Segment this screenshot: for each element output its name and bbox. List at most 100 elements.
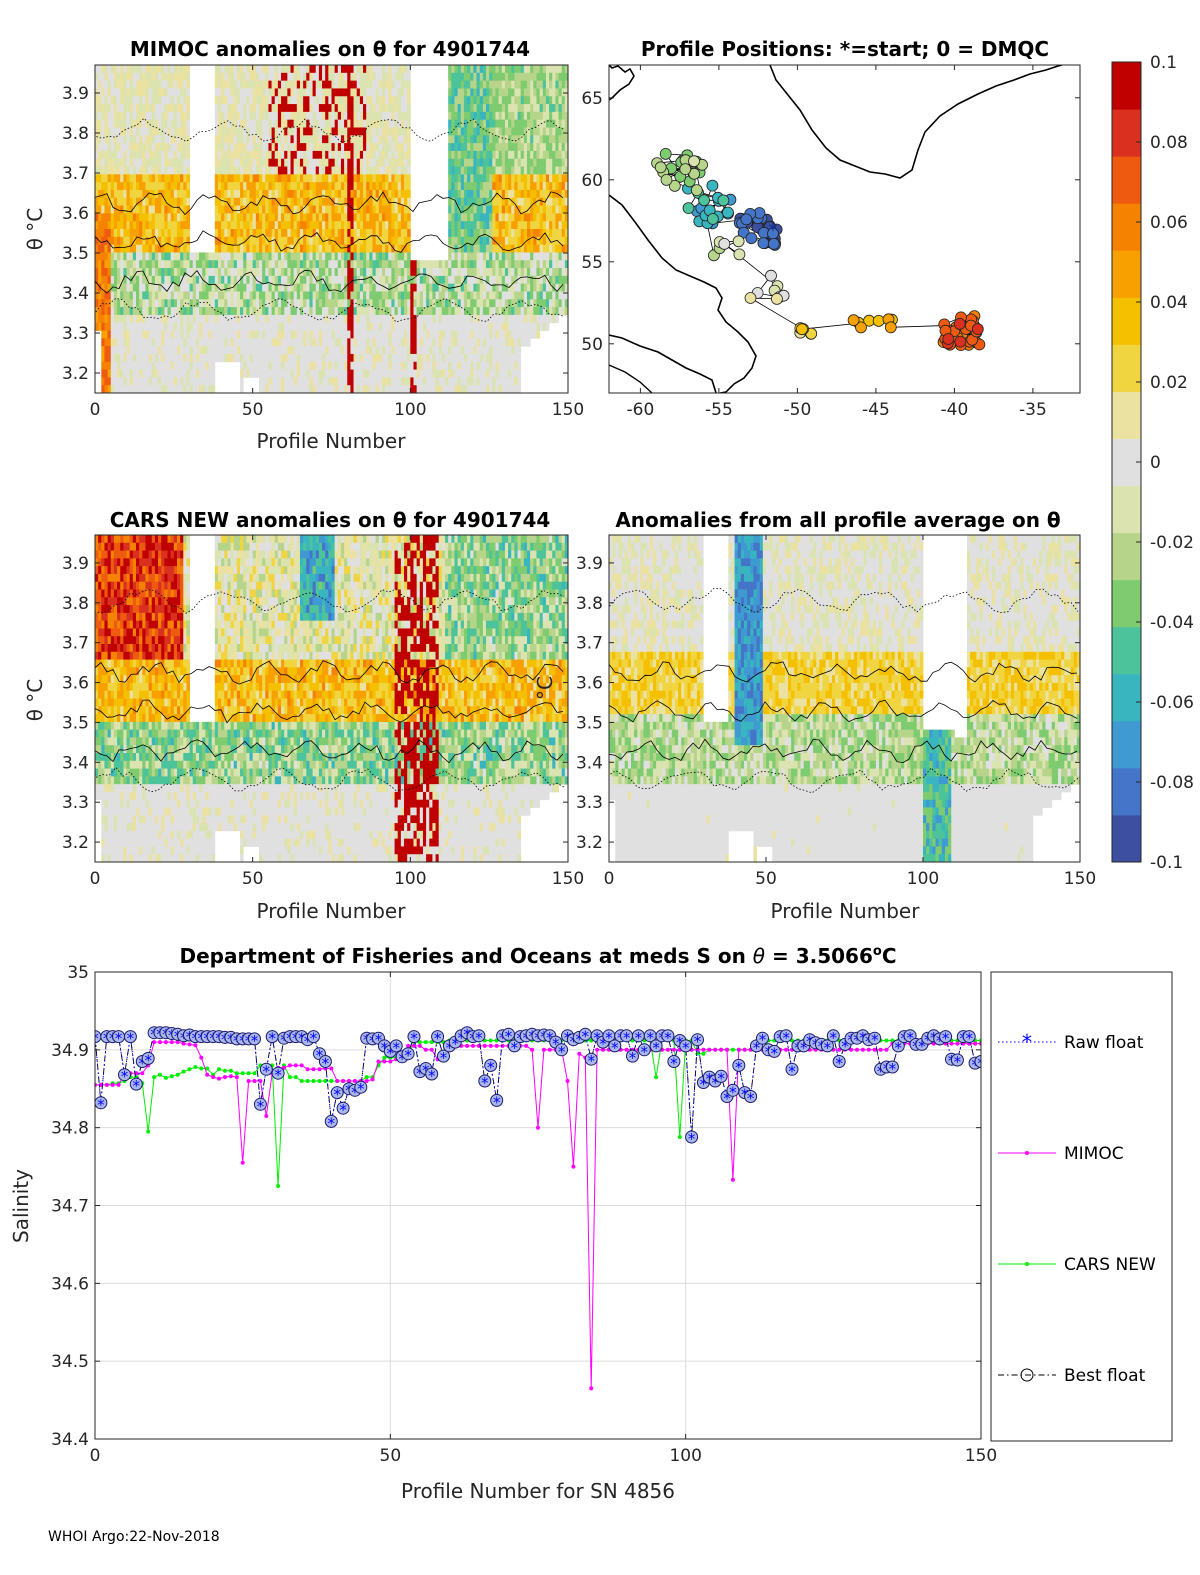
mimoc-ylabel: θ °C	[23, 208, 47, 251]
legend-best-float-label: Best float	[1064, 1366, 1146, 1386]
raw-float-point: *	[251, 1032, 259, 1050]
mimoc-point	[258, 1079, 263, 1083]
x-tick-label: 0	[90, 1446, 101, 1466]
mimoc-point	[665, 1047, 670, 1052]
raw-float-point: *	[328, 1114, 336, 1132]
salinity-legend: * Raw float MIMOC CARS NEW Best float	[990, 971, 1173, 1442]
cars-new-point	[175, 1072, 180, 1077]
profile-position-marker	[706, 179, 719, 192]
y-tick-label: 3.7	[576, 634, 603, 654]
raw-float-point: *	[936, 1032, 944, 1050]
legend-cars-new: CARS NEW	[998, 1255, 1156, 1275]
mimoc-ticks: 0 50 100 150 3.2 3.3 3.4 3.5 3.6 3.7 3.8 3.9	[62, 65, 584, 420]
mimoc-point	[305, 1067, 310, 1072]
raw-float-point: *	[830, 1029, 838, 1047]
best-float-point	[271, 1066, 285, 1080]
raw-float-point: *	[322, 1055, 330, 1073]
mimoc-point	[187, 1042, 192, 1047]
profile-position-marker	[796, 323, 808, 336]
mimoc-point	[110, 1082, 115, 1087]
best-float-point	[868, 1031, 882, 1045]
colorbar-tick-label: 0.08	[1150, 133, 1188, 153]
raw-float-point: *	[717, 1069, 725, 1087]
mimoc-point	[736, 1047, 741, 1052]
best-float-point	[248, 1032, 261, 1046]
mimoc-point	[955, 1041, 960, 1046]
colorbar-tick-label: 0.02	[1150, 373, 1188, 393]
x-tick-label: 50	[242, 400, 264, 420]
raw-float-point: *	[723, 1090, 731, 1108]
y-tick-label: 3.4	[62, 753, 89, 773]
raw-float-point: *	[711, 1074, 719, 1092]
mimoc-point	[417, 1043, 422, 1048]
mimoc-point	[299, 1063, 304, 1068]
colorbar-swatch	[1112, 344, 1141, 392]
mimoc-point	[181, 1041, 186, 1046]
cars-ylabel: θ °C	[23, 679, 47, 722]
y-tick-label: 34.4	[51, 1430, 89, 1450]
raw-float-point: *	[788, 1062, 796, 1080]
cars-new-point	[158, 1072, 162, 1077]
coastline	[609, 65, 1063, 393]
profile-track	[651, 147, 986, 352]
raw-float-point: *	[694, 1033, 702, 1051]
cars-new-point	[654, 1075, 659, 1080]
raw-float-point: *	[865, 1033, 873, 1051]
y-tick-label: 3.3	[576, 793, 603, 813]
cars-new-point	[193, 1065, 198, 1069]
raw-float-point: *	[392, 1039, 400, 1057]
x-tick-label: 0	[90, 400, 101, 420]
y-tick-label: 34.5	[51, 1352, 89, 1372]
raw-float-point: *	[357, 1080, 365, 1098]
cars-new-point	[276, 1184, 281, 1188]
best-float-point	[732, 1058, 746, 1072]
raw-float-point: *	[611, 1039, 619, 1057]
cars-new-point	[299, 1079, 304, 1083]
cars-new-point	[252, 1071, 257, 1076]
mimoc-point	[240, 1160, 245, 1165]
cars-new-point	[217, 1067, 221, 1072]
best-float-point	[253, 1097, 267, 1111]
salinity-xlabel: Profile Number for SN 4856	[401, 1479, 675, 1503]
colorbar-swatch	[1112, 109, 1141, 157]
cars-ticks: 0 50 100 150 3.2 3.3 3.4 3.5 3.6 3.7 3.8 3.9	[62, 535, 584, 889]
mimoc-point	[429, 1047, 434, 1052]
raw-float-point: *	[505, 1027, 513, 1045]
raw-float-point: *	[428, 1067, 436, 1085]
profile-position-marker	[718, 237, 731, 250]
colorbar-swatch	[1112, 391, 1141, 439]
best-float-point	[685, 1130, 699, 1144]
mimoc-point	[742, 1047, 747, 1052]
y-tick-label: 3.8	[62, 124, 89, 144]
colorbar-tick-label: 0	[1150, 453, 1161, 473]
mimoc-point	[707, 1047, 712, 1052]
x-tick-label: -60	[627, 400, 655, 420]
cars-new-point	[181, 1069, 186, 1074]
mimoc-point	[329, 1066, 334, 1071]
raw-float-point: *	[121, 1068, 129, 1086]
mimoc-point	[287, 1063, 292, 1068]
colorbar-tick-label: -0.1	[1150, 853, 1183, 873]
raw-float-point: *	[971, 1056, 979, 1074]
mimoc-point	[364, 1079, 369, 1083]
best-float-point	[885, 1060, 899, 1074]
best-float-point	[330, 1086, 344, 1100]
raw-float-point: *	[499, 1029, 507, 1047]
raw-float-point: *	[729, 1083, 737, 1101]
mimoc-point	[352, 1079, 357, 1083]
colorbar-swatch	[1112, 156, 1141, 204]
best-float-point	[950, 1053, 964, 1067]
profile-position-marker	[771, 292, 783, 305]
best-float-point	[974, 1055, 981, 1068]
raw-float-point: *	[410, 1030, 418, 1048]
raw-float-point: *	[487, 1058, 495, 1076]
raw-float-point: *	[576, 1030, 584, 1048]
mimoc-point	[860, 1047, 865, 1052]
mimoc-point	[589, 1386, 594, 1391]
cars-heatmap	[95, 535, 568, 862]
best-float-point	[336, 1101, 350, 1115]
mimoc-point	[471, 1043, 475, 1048]
allavg-ticks: 0 50 100 150 3.2 3.3 3.4 3.5 3.6 3.7 3.8 3.9	[576, 535, 1096, 889]
mimoc-point	[222, 1075, 227, 1080]
raw-float-point: *	[800, 1039, 808, 1057]
